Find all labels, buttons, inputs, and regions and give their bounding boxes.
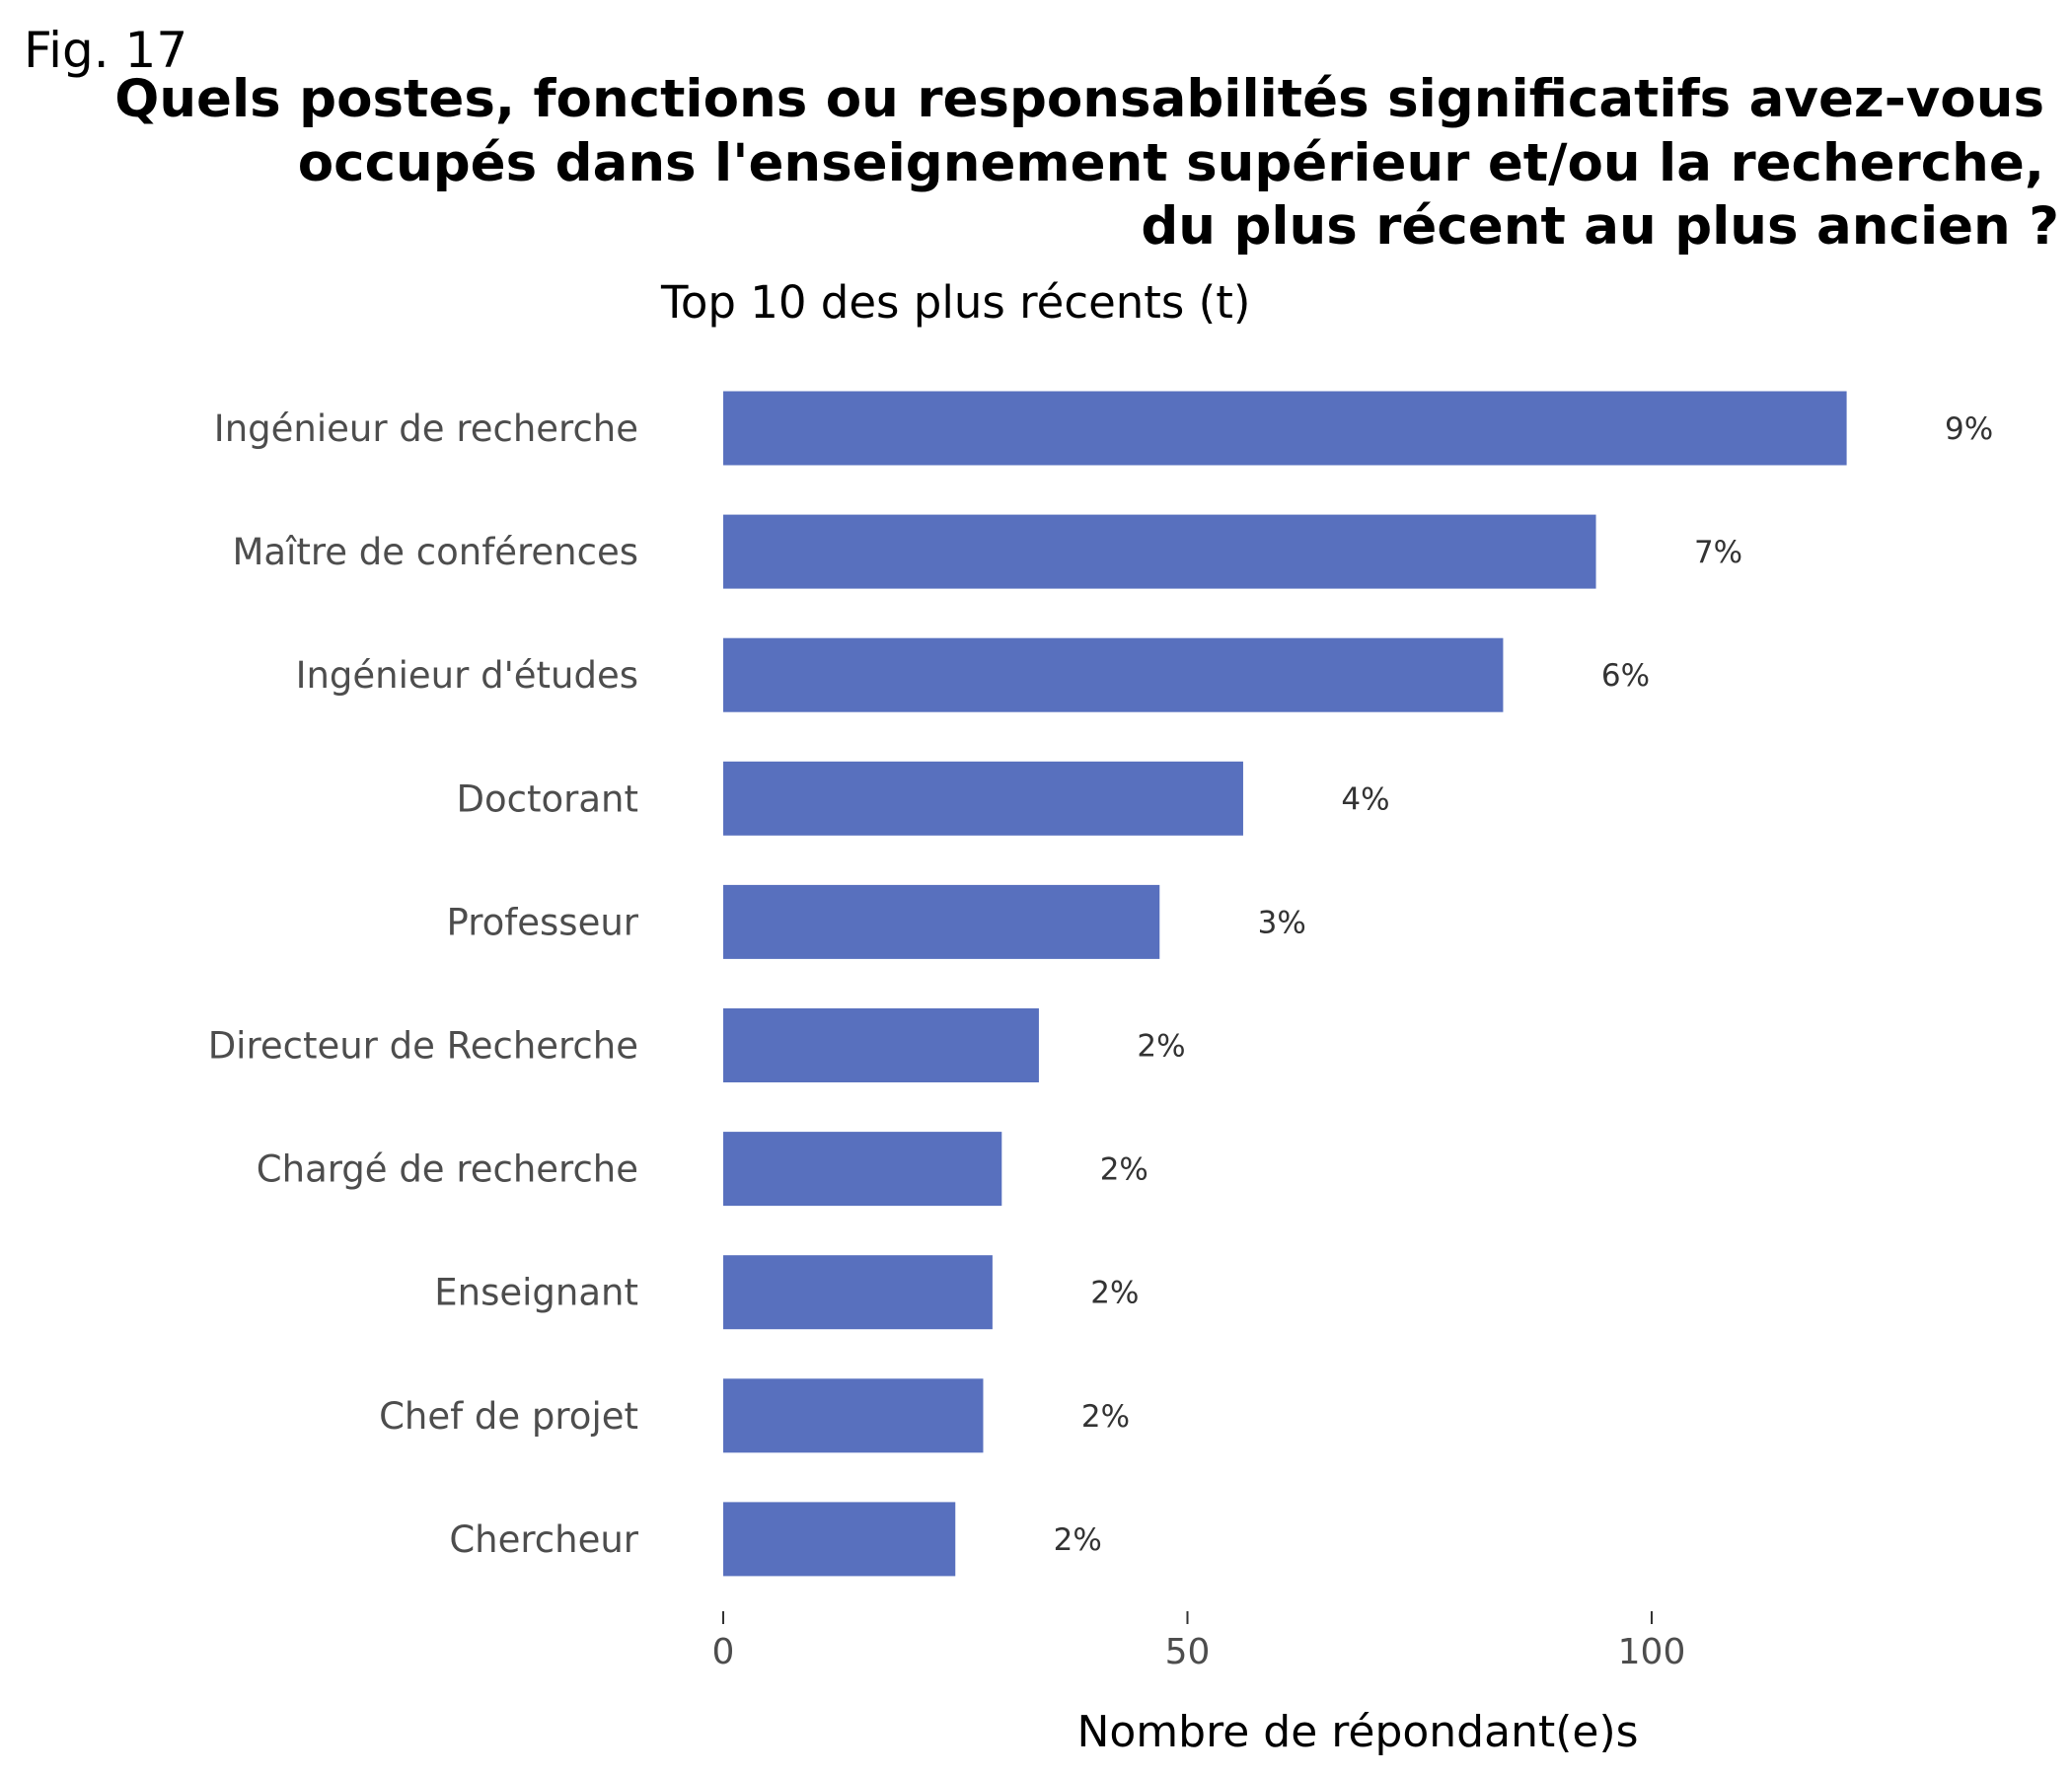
category-label: Enseignant [434, 1272, 638, 1314]
value-label: 7% [1694, 535, 1742, 570]
category-label: Chef de projet [379, 1395, 638, 1438]
bar [723, 637, 1504, 712]
bar [723, 1378, 984, 1453]
value-labels-group: 9% 7% 6% 4% 3% 2% 2% 2% 2% 2% [1054, 411, 1994, 1558]
chart-title-line-3: du plus récent au plus ancien ? [1141, 196, 2059, 257]
category-label: Ingénieur d'études [296, 654, 638, 697]
bar [723, 1132, 1002, 1207]
x-tick-label: 0 [712, 1632, 735, 1672]
category-label: Professeur [447, 901, 639, 943]
x-tick-label: 100 [1618, 1632, 1686, 1672]
value-label: 2% [1100, 1152, 1148, 1188]
category-label: Maître de conférences [232, 531, 638, 573]
bar [723, 1008, 1039, 1082]
value-label: 6% [1601, 658, 1650, 694]
value-label: 2% [1081, 1399, 1130, 1435]
category-label: Doctorant [457, 777, 638, 820]
bar [723, 1255, 993, 1330]
x-axis: 0 50 100 [712, 1611, 1686, 1672]
value-label: 2% [1090, 1276, 1139, 1311]
bar [723, 391, 1847, 466]
category-label: Chargé de recherche [257, 1148, 638, 1191]
x-axis-title: Nombre de répondant(e)s [1076, 1707, 1638, 1757]
chart-subtitle: Top 10 des plus récents (t) [660, 276, 1250, 329]
bar [723, 761, 1243, 836]
bars-group [723, 391, 1847, 1577]
x-tick-label: 50 [1165, 1632, 1211, 1672]
value-label: 3% [1258, 905, 1306, 940]
value-label: 4% [1341, 781, 1389, 817]
category-label: Chercheur [449, 1518, 638, 1561]
category-label: Ingénieur de recherche [214, 407, 638, 450]
value-label: 2% [1137, 1029, 1185, 1065]
value-label: 9% [1945, 411, 1993, 447]
chart-title-line-1: Quels postes, fonctions ou responsabilit… [114, 69, 2044, 129]
category-label: Directeur de Recherche [208, 1025, 638, 1068]
chart-title-line-2: occupés dans l'enseignement supérieur et… [298, 133, 2044, 193]
value-label: 2% [1054, 1522, 1102, 1558]
category-labels-group: Ingénieur de recherche Maître de conféren… [208, 407, 639, 1561]
bar [723, 1502, 956, 1577]
bar [723, 884, 1160, 959]
bar [723, 514, 1596, 589]
figure-label: Fig. 17 [24, 22, 187, 79]
